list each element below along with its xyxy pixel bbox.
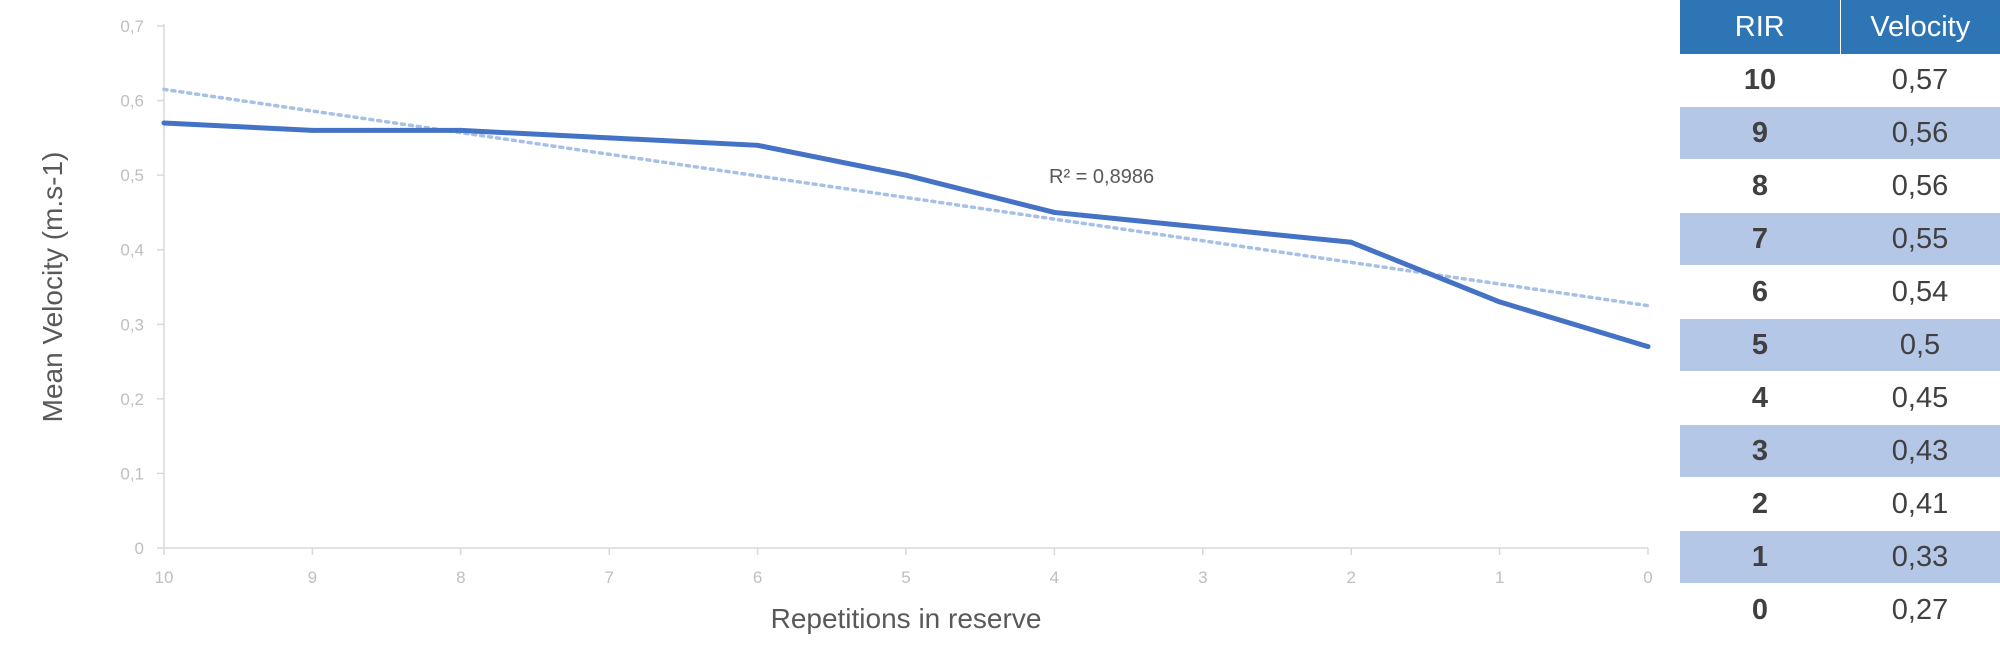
r-squared-label: R² = 0,8986	[1049, 166, 1154, 188]
y-tick-label: 0,4	[120, 241, 144, 260]
x-tick-label: 1	[1495, 568, 1504, 587]
table-row: 4 0,45	[1680, 371, 2000, 425]
table-header-row: RIR Velocity	[1680, 0, 2000, 54]
data-point	[1497, 299, 1503, 305]
x-tick-label: 8	[456, 568, 465, 587]
x-tick-label: 0	[1643, 568, 1652, 587]
rir-cell: 3	[1680, 424, 1840, 478]
rir-cell: 5	[1680, 318, 1840, 372]
table-row: 3 0,43	[1680, 424, 2000, 478]
x-tick-label: 4	[1050, 568, 1059, 587]
rir-cell: 7	[1680, 212, 1840, 266]
rir-cell: 9	[1680, 106, 1840, 160]
x-tick-label: 10	[155, 568, 174, 587]
y-axis-title: Mean Velocity (m.s-1)	[37, 152, 68, 423]
velocity-cell: 0,55	[1840, 212, 2000, 266]
velocity-cell: 0,43	[1840, 424, 2000, 478]
table-body: 10 0,57 9 0,56 8 0,56 7 0,55 6 0,54 5 0,5 4 0,45 3 0,43…	[1680, 54, 2000, 637]
trendline	[162, 87, 1650, 308]
series-layer	[161, 120, 1651, 350]
velocity-cell: 0,27	[1840, 583, 2000, 637]
table-row: 6 0,54	[1680, 265, 2000, 319]
table-row: 9 0,56	[1680, 106, 2000, 160]
x-tick-label: 7	[604, 568, 613, 587]
trendline-layer	[162, 87, 1650, 308]
table-header-rir: RIR	[1680, 0, 1841, 54]
velocity-cell: 0,33	[1840, 530, 2000, 584]
y-tick-label: 0,3	[120, 315, 144, 334]
data-point	[1200, 224, 1206, 230]
table-row: 5 0,5	[1680, 318, 2000, 372]
rir-cell: 4	[1680, 371, 1840, 425]
y-tick-label: 0	[135, 539, 144, 558]
table-row: 0 0,27	[1680, 583, 2000, 637]
velocity-cell: 0,57	[1840, 54, 2000, 107]
velocity-cell: 0,45	[1840, 371, 2000, 425]
y-tick-label: 0,2	[120, 390, 144, 409]
table-row: 7 0,55	[1680, 212, 2000, 266]
data-point	[309, 127, 315, 133]
y-tick-label: 0,1	[120, 464, 144, 483]
table-row: 10 0,57	[1680, 54, 2000, 107]
velocity-cell: 0,41	[1840, 477, 2000, 531]
rir-cell: 0	[1680, 583, 1840, 637]
data-table: RIR Velocity 10 0,57 9 0,56 8 0,56 7 0,55 6 0,54 5…	[1680, 0, 2000, 637]
data-point	[458, 127, 464, 133]
data-point	[1645, 344, 1651, 350]
velocity-cell: 0,56	[1840, 106, 2000, 160]
table-row: 2 0,41	[1680, 477, 2000, 531]
x-tick-label: 5	[901, 568, 910, 587]
data-point	[1348, 239, 1354, 245]
y-tick-label: 0,7	[120, 17, 144, 36]
velocity-cell: 0,56	[1840, 159, 2000, 213]
table-row: 8 0,56	[1680, 159, 2000, 213]
labels-layer: 00,10,20,30,40,50,60,710 9 8 7 6 5 4 3 2 1 0	[120, 17, 1652, 587]
chart-axes	[157, 24, 1649, 555]
rir-cell: 2	[1680, 477, 1840, 531]
velocity-cell: 0,5	[1840, 318, 2000, 372]
rir-cell: 1	[1680, 530, 1840, 584]
x-tick-label: 3	[1198, 568, 1207, 587]
x-tick-label: 9	[308, 568, 317, 587]
data-point	[903, 172, 909, 178]
table-header-velocity: Velocity	[1840, 0, 2000, 54]
data-point	[1051, 209, 1057, 215]
data-point	[755, 142, 761, 148]
rir-cell: 8	[1680, 159, 1840, 213]
data-point	[606, 135, 612, 141]
y-tick-label: 0,5	[120, 166, 144, 185]
x-tick-label: 2	[1346, 568, 1355, 587]
table-row: 1 0,33	[1680, 530, 2000, 584]
x-tick-label: 6	[753, 568, 762, 587]
series-line	[163, 120, 1649, 350]
x-axis-title: Repetitions in reserve	[771, 603, 1042, 634]
rir-cell: 6	[1680, 265, 1840, 319]
rir-cell: 10	[1680, 54, 1840, 107]
chart-svg: 00,10,20,30,40,50,60,710 9 8 7 6 5 4 3 2 1 0 R² = …	[37, 17, 1653, 634]
velocity-cell: 0,54	[1840, 265, 2000, 319]
y-tick-label: 0,6	[120, 92, 144, 111]
line-chart: 0 0,1 0,2 0,3 0,4 0,5 0,6 0,7 10 9 8 7 6 5 4 3 2 1 0 R² = …	[37, 17, 1653, 634]
data-point	[161, 120, 167, 126]
